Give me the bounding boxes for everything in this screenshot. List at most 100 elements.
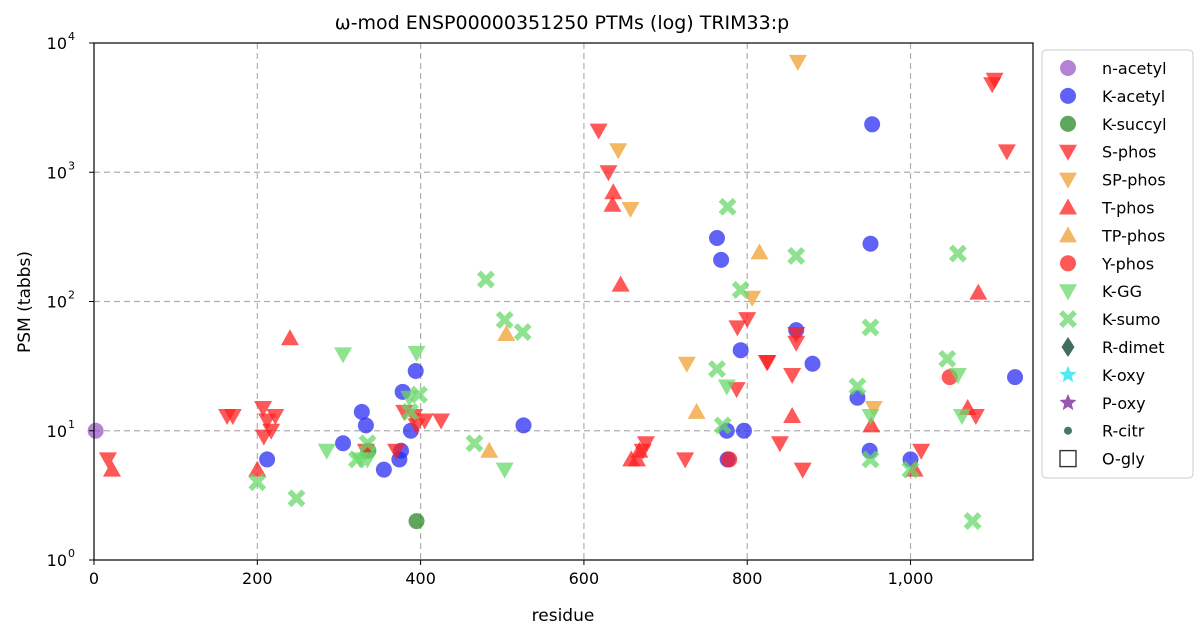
point-k-sumo	[410, 385, 428, 404]
point-t-phos	[280, 329, 299, 346]
point-k-gg	[334, 347, 353, 364]
legend-marker-r-dimet	[1061, 337, 1075, 357]
point-k-acetyl	[259, 451, 276, 468]
legend-box	[1041, 49, 1194, 479]
point-t-phos	[603, 195, 622, 212]
x-tick-label: 800	[732, 569, 763, 588]
point-s-phos	[432, 413, 451, 430]
y-tick-exponent: 3	[68, 159, 75, 172]
point-k-acetyl	[515, 417, 532, 434]
legend-label: R-citr	[1102, 422, 1145, 441]
point-k-sumo	[495, 310, 514, 329]
legend-label: K-oxy	[1102, 366, 1145, 385]
legend-label: K-sumo	[1102, 310, 1160, 329]
x-tick-label: 1,000	[888, 569, 934, 588]
point-s-phos	[787, 327, 806, 344]
point-k-gg	[400, 390, 419, 407]
legend-marker-y-phos	[1060, 255, 1076, 272]
y-tick-label: 10	[47, 551, 67, 570]
point-n-acetyl	[87, 422, 104, 439]
legend-marker-k-acetyl	[1060, 87, 1076, 104]
point-k-sumo	[401, 402, 419, 421]
point-s-phos	[266, 409, 285, 426]
legend-label: K-acetyl	[1102, 87, 1165, 106]
point-s-phos	[912, 443, 931, 460]
point-k-gg	[952, 409, 971, 426]
legend: n-acetyl K-acetyl K-succyl S-phos SP-phos T-p…	[1041, 49, 1194, 479]
point-k-sumo	[787, 247, 806, 265]
point-k-acetyl	[862, 235, 879, 252]
legend-marker-n-acetyl	[1060, 60, 1076, 76]
point-s-phos	[636, 436, 655, 453]
legend-label: S-phos	[1102, 143, 1156, 162]
point-sp-phos	[609, 143, 628, 160]
point-sp-phos	[788, 54, 807, 71]
point-k-acetyl	[804, 355, 821, 372]
legend-marker-k-succyl	[1060, 115, 1076, 132]
point-t-phos	[604, 183, 623, 200]
point-k-sumo	[731, 280, 750, 299]
point-t-phos	[630, 441, 649, 458]
point-s-phos	[787, 335, 806, 352]
point-k-succyl	[408, 513, 425, 530]
point-t-phos	[102, 460, 121, 477]
legend-label: T-phos	[1101, 199, 1155, 218]
legend-marker-s-phos	[1059, 144, 1077, 161]
point-t-phos	[862, 416, 881, 433]
point-t-phos	[611, 275, 630, 292]
point-k-sumo	[901, 460, 920, 479]
point-s-phos	[254, 400, 273, 417]
legend-marker-p-oxy	[1059, 393, 1077, 411]
point-k-sumo	[938, 349, 957, 368]
point-k-acetyl	[713, 251, 730, 268]
point-s-phos	[599, 165, 618, 182]
point-k-gg	[948, 367, 967, 384]
point-s-phos	[738, 312, 757, 329]
y-tick-label: 10	[47, 163, 67, 182]
point-s-phos	[415, 413, 434, 430]
point-k-sumo	[963, 512, 982, 531]
point-sp-phos	[864, 400, 883, 417]
legend-marker-t-phos	[1059, 198, 1077, 215]
y-tick-label: 10	[47, 422, 67, 441]
point-sp-phos	[621, 201, 640, 218]
point-k-acetyl	[353, 403, 370, 420]
point-sp-phos	[677, 356, 696, 373]
point-t-phos	[969, 283, 988, 300]
grid-lines	[94, 43, 1033, 560]
legend-marker-k-gg	[1059, 284, 1077, 301]
point-k-acetyl	[732, 342, 749, 359]
legend-label: O-gly	[1102, 450, 1145, 469]
legend-marker-k-oxy	[1059, 365, 1077, 383]
point-k-acetyl	[735, 422, 752, 439]
legend-label: K-succyl	[1102, 115, 1167, 134]
legend-label: SP-phos	[1102, 171, 1166, 190]
point-k-acetyl	[1007, 369, 1024, 386]
data-points	[87, 54, 1024, 531]
y-axis-label: PSM (tabbs)	[15, 251, 35, 353]
point-k-sumo	[347, 450, 366, 469]
point-tp-phos	[687, 402, 706, 419]
point-s-phos	[676, 452, 695, 469]
legend-label: TP-phos	[1101, 226, 1165, 245]
legend-marker-sp-phos	[1059, 172, 1077, 189]
x-tick-label: 200	[242, 569, 273, 588]
point-s-phos	[997, 144, 1016, 161]
legend-label: P-oxy	[1102, 394, 1146, 413]
point-k-acetyl	[375, 461, 392, 478]
point-k-sumo	[248, 473, 267, 492]
point-k-sumo	[713, 416, 732, 435]
legend-label: K-GG	[1102, 282, 1142, 301]
point-s-phos	[783, 367, 802, 384]
point-s-phos	[758, 355, 777, 372]
point-k-sumo	[287, 489, 306, 508]
point-k-sumo	[708, 360, 726, 379]
point-k-sumo	[476, 270, 495, 289]
point-tp-phos	[480, 441, 499, 458]
point-k-gg	[717, 379, 736, 396]
point-k-sumo	[861, 450, 880, 469]
point-k-acetyl	[335, 435, 352, 452]
point-k-gg	[407, 345, 426, 362]
